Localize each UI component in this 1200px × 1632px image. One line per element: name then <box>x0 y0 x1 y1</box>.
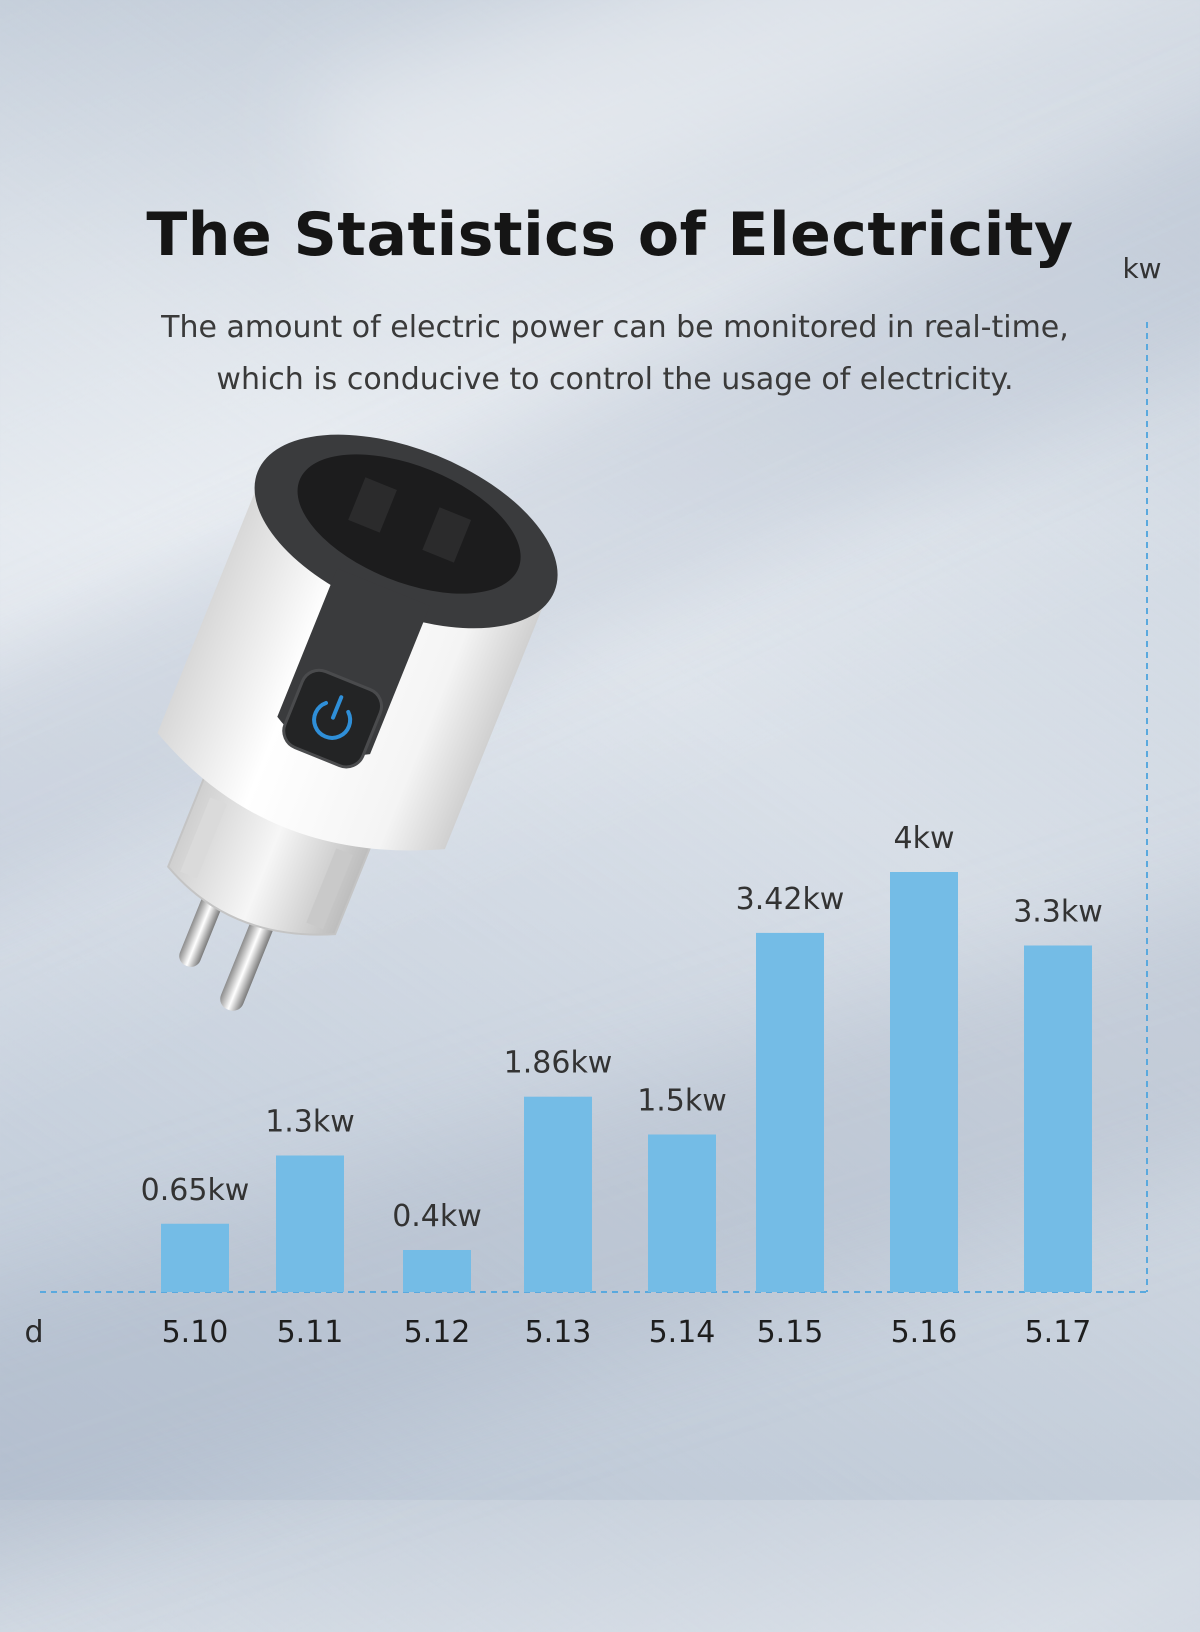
x-tick-label: 5.14 <box>649 1315 716 1350</box>
data-label: 3.42kw <box>736 882 845 917</box>
x-tick-label: 5.17 <box>1025 1315 1092 1350</box>
x-tick-label: 5.16 <box>891 1315 958 1350</box>
bar-5.14 <box>648 1134 716 1292</box>
data-label: 3.3kw <box>1013 895 1103 930</box>
smart-plug-image <box>157 434 558 1011</box>
x-tick-label: 5.13 <box>525 1315 592 1350</box>
data-label: 1.5kw <box>637 1084 727 1119</box>
data-label: 0.4kw <box>392 1199 482 1234</box>
bar-series: 0.65kw 5.10 1.3kw 5.11 0.4kw 5.12 1.86kw 5.13 1.… <box>141 821 1103 1350</box>
x-tick-label: 5.11 <box>277 1315 344 1350</box>
data-label: 1.3kw <box>265 1105 355 1140</box>
subtitle-line-1: The amount of electric power can be moni… <box>161 310 1069 345</box>
bar-5.13 <box>524 1096 592 1292</box>
y-axis-label: kw <box>1122 252 1161 285</box>
x-tick-label: 5.10 <box>162 1315 229 1350</box>
data-label: 1.86kw <box>504 1046 613 1081</box>
bar-5.15 <box>756 932 824 1292</box>
x-tick-label: 5.12 <box>404 1315 471 1350</box>
power-icon <box>312 695 353 740</box>
subtitle-line-2: which is conducive to control the usage … <box>216 362 1014 397</box>
bar-5.16 <box>890 872 958 1292</box>
bar-5.17 <box>1024 945 1092 1292</box>
socket-opening <box>297 454 521 594</box>
bar-5.12 <box>403 1250 471 1292</box>
data-label: 4kw <box>894 821 955 856</box>
chart: kw d <box>24 252 1161 1350</box>
data-label: 0.65kw <box>141 1173 250 1208</box>
bar-5.10 <box>161 1223 229 1292</box>
x-tick-label: 5.15 <box>757 1315 824 1350</box>
page-title: The Statistics of Electricity <box>146 200 1074 270</box>
x-axis-label: d <box>24 1315 43 1350</box>
bar-5.11 <box>276 1155 344 1292</box>
